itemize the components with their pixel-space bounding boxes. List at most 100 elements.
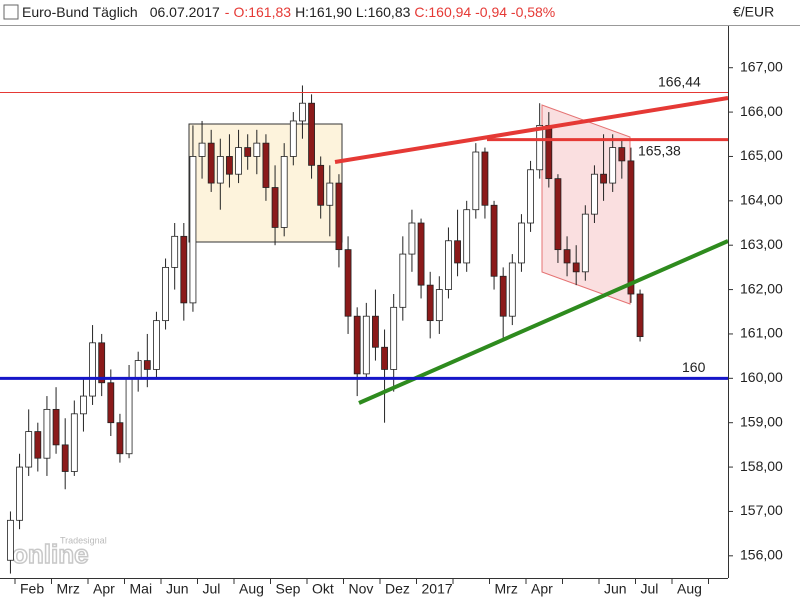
level-label: 160 (682, 359, 706, 375)
candle-body (372, 315, 379, 348)
x-tick-label: Nov (349, 581, 374, 597)
x-tick-label: Mrz (57, 581, 80, 597)
candle-body (572, 262, 580, 273)
header: Euro-Bund Täglich 06.07.2017- O:161,83 H:16… (22, 4, 555, 20)
y-tick-label: 167,00 (740, 58, 783, 74)
candle-body (490, 204, 498, 277)
candle-body (143, 360, 151, 370)
resistance-trendline (334, 96, 729, 164)
y-tick-label: 165,00 (740, 147, 783, 163)
candle-body (636, 293, 644, 338)
candle-body (271, 187, 279, 228)
candle-body (545, 124, 553, 180)
candle-body (563, 249, 571, 264)
candle-body (499, 275, 507, 317)
candle-body (381, 346, 388, 370)
candle-body (618, 147, 626, 162)
candle-body (98, 342, 106, 384)
candle-body (527, 169, 534, 224)
y-tick-label: 166,00 (740, 103, 783, 119)
support-trendline (358, 239, 729, 405)
candle-body (43, 408, 51, 459)
candle-body (362, 315, 370, 375)
candle-body (280, 156, 288, 228)
candle-body (481, 151, 489, 206)
x-tick-label: Mrz (495, 581, 518, 597)
candle-body (335, 182, 343, 251)
candle-body (125, 377, 133, 455)
x-tick-label: Okt (312, 581, 334, 597)
candle-body (70, 413, 78, 472)
candle-body (162, 266, 169, 322)
candle-body (61, 444, 69, 472)
candle-body (226, 156, 233, 175)
candle-body (34, 431, 42, 459)
y-tick-label: 163,00 (740, 236, 783, 252)
candle-body (262, 142, 270, 188)
y-tick-label: 160,00 (740, 369, 783, 385)
y-tick-label: 161,00 (740, 325, 783, 341)
level-label: 165,38 (638, 142, 681, 158)
candle-body (308, 102, 315, 166)
candle-body (180, 235, 188, 304)
candle-body (89, 342, 96, 397)
candle-body (426, 284, 434, 322)
watermark-large: online (12, 539, 89, 569)
watermark-small: Tradesignal (60, 535, 107, 545)
header-field: 06.07.2017 (150, 4, 220, 20)
candle-body (299, 102, 306, 122)
candle-body (289, 120, 297, 157)
candle-body (472, 151, 480, 211)
candle-body (627, 160, 635, 295)
candle-body (581, 213, 589, 273)
candle-body (353, 315, 361, 375)
candles (7, 85, 644, 574)
candle-body (116, 422, 124, 455)
header-field: H:161,90 (295, 4, 352, 20)
x-tick-label: Jul (641, 581, 659, 597)
header-field: L:160,83 (356, 4, 411, 20)
unit-label: €/EUR (733, 4, 774, 20)
header-field: - (225, 4, 230, 20)
candle-body (52, 408, 60, 446)
candle-body (153, 320, 160, 370)
x-tick-label: Apr (531, 581, 553, 597)
candle-body (198, 142, 206, 157)
watermark: Tradesignal online (11, 535, 107, 569)
candle-body (600, 173, 607, 184)
candle-body (326, 182, 334, 206)
candle-body (171, 235, 179, 268)
x-tick-label: Apr (93, 581, 115, 597)
candle-body (417, 222, 425, 286)
candle-body (609, 147, 617, 184)
x-tick-label: 2017 (422, 581, 453, 597)
candle-body (317, 164, 325, 206)
x-tick-label: Mai (130, 581, 153, 597)
candle-body (390, 306, 398, 370)
candle-body (7, 519, 14, 561)
candle-body (435, 289, 443, 322)
y-tick-label: 157,00 (740, 502, 783, 518)
x-tick-label: Jun (604, 581, 627, 597)
x-tick-label: Aug (239, 581, 264, 597)
x-tick-label: Feb (20, 581, 44, 597)
header-field: Euro-Bund Täglich (22, 4, 138, 20)
y-tick-label: 158,00 (740, 458, 783, 474)
candle-body (463, 209, 471, 264)
candle-body (207, 142, 215, 184)
x-tick-label: Jul (203, 581, 221, 597)
level-label: 166,44 (658, 73, 701, 89)
candle-body (216, 156, 224, 184)
candle-body (344, 249, 352, 317)
y-tick-label: 164,00 (740, 192, 783, 208)
candle-body (244, 147, 252, 157)
candle-body (454, 240, 461, 264)
y-tick-label: 162,00 (740, 280, 783, 296)
candle-body (536, 124, 544, 171)
header-field: O:161,83 (233, 4, 291, 20)
header-icon (3, 4, 19, 20)
candle-body (508, 262, 516, 317)
candle-body (591, 173, 598, 215)
candle-body (25, 431, 33, 468)
